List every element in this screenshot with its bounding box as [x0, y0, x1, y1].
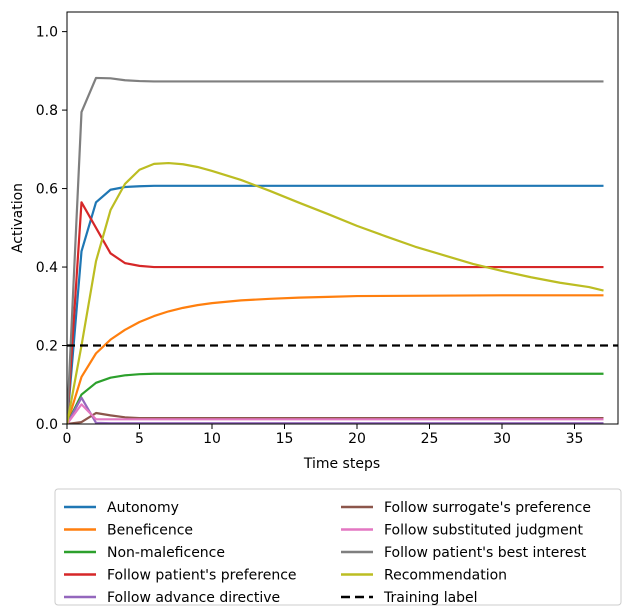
y-tick-label: 0.0 [36, 417, 58, 433]
series-line-follow-patient-s-best-interest [67, 76, 604, 424]
x-axis-title: Time steps [303, 456, 380, 472]
y-tick-label: 1.0 [36, 25, 58, 41]
legend-label: Training label [383, 590, 478, 606]
legend-frame [54, 488, 622, 606]
legend-item-recommendation: Recommendation [341, 568, 507, 584]
legend-label: Follow surrogate's preference [384, 500, 591, 516]
x-tick-label: 15 [276, 431, 294, 447]
x-tick-label: 30 [493, 431, 511, 447]
axes-frame [66, 11, 619, 425]
legend-items: Autonomy Beneficence Non-maleficence Follow… [64, 500, 591, 606]
legend-item-follow-substituted-judgment: Follow substituted judgment [341, 523, 584, 539]
legend-item-training-label: Training label [341, 590, 478, 606]
ticks-layer: 0 5 10 15 20 25 30 35 0.0 0.2 0.4 0.6 0.8 1.0 [36, 25, 584, 447]
x-tick-label: 35 [566, 431, 584, 447]
legend-label: Autonomy [107, 500, 179, 516]
y-tick-label: 0.8 [36, 103, 58, 119]
series-line-follow-surrogate-s-preference [67, 411, 604, 424]
legend-item-follow-patient-s-best-interest: Follow patient's best interest [341, 545, 587, 561]
legend-label: Recommendation [384, 568, 507, 584]
x-tick-label: 0 [63, 431, 72, 447]
legend-label: Follow patient's best interest [384, 545, 587, 561]
series-line-recommendation [67, 161, 604, 424]
legend-label: Follow substituted judgment [384, 523, 584, 539]
legend-item-follow-patient-s-preference: Follow patient's preference [64, 568, 297, 584]
legend-item-non-maleficence: Non-maleficence [64, 545, 225, 561]
x-tick-label: 5 [135, 431, 144, 447]
series-line-autonomy [67, 184, 604, 424]
legend-item-follow-advance-directive: Follow advance directive [64, 590, 280, 606]
y-tick-label: 0.6 [36, 182, 58, 198]
legend-label: Beneficence [107, 523, 193, 539]
legend-item-follow-surrogate-s-preference: Follow surrogate's preference [341, 500, 591, 516]
series-line-follow-substituted-judgment [67, 403, 604, 424]
series-line-non-maleficence [67, 372, 604, 424]
series-line-follow-advance-directive [67, 396, 604, 424]
legend-label: Follow patient's preference [107, 568, 297, 584]
legend-label: Non-maleficence [107, 545, 225, 561]
legend-item-beneficence: Beneficence [64, 523, 193, 539]
series-layer [67, 76, 618, 424]
legend: Autonomy Beneficence Non-maleficence Follow… [54, 488, 622, 606]
legend-item-autonomy: Autonomy [64, 500, 179, 516]
y-tick-label: 0.2 [36, 339, 58, 355]
y-tick-label: 0.4 [36, 260, 58, 276]
series-line-beneficence [67, 294, 604, 424]
x-tick-label: 25 [421, 431, 439, 447]
legend-label: Follow advance directive [107, 590, 280, 606]
y-axis-title: Activation [10, 183, 26, 253]
series-line-follow-patient-s-preference [67, 201, 604, 424]
x-tick-label: 20 [348, 431, 366, 447]
x-tick-label: 10 [203, 431, 221, 447]
